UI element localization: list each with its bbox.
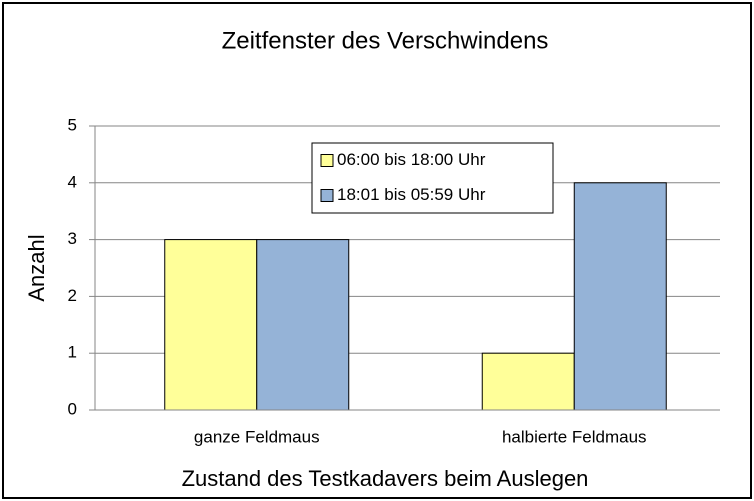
chart-title: Zeitfenster des Verschwindens xyxy=(222,27,549,54)
legend-label: 06:00 bis 18:00 Uhr xyxy=(337,150,486,169)
legend-swatch xyxy=(320,189,334,202)
bar xyxy=(164,239,258,411)
bar xyxy=(573,182,667,411)
y-tick-label: 2 xyxy=(68,286,77,305)
x-tick-label: halbierte Feldmaus xyxy=(502,427,647,446)
legend-swatch xyxy=(320,154,334,167)
y-tick-label: 3 xyxy=(68,229,77,248)
bar xyxy=(481,352,575,411)
y-tick-label: 1 xyxy=(68,343,77,362)
y-tick-label: 0 xyxy=(68,399,77,418)
y-axis-label: Anzahl xyxy=(24,234,49,301)
bar xyxy=(256,239,350,411)
y-tick-label: 5 xyxy=(68,115,77,134)
x-axis-label: Zustand des Testkadavers beim Auslegen xyxy=(182,466,589,491)
y-tick-label: 4 xyxy=(68,172,77,191)
x-tick-label: ganze Feldmaus xyxy=(194,427,320,446)
legend-box xyxy=(311,142,554,214)
legend-label: 18:01 bis 05:59 Uhr xyxy=(337,185,486,204)
